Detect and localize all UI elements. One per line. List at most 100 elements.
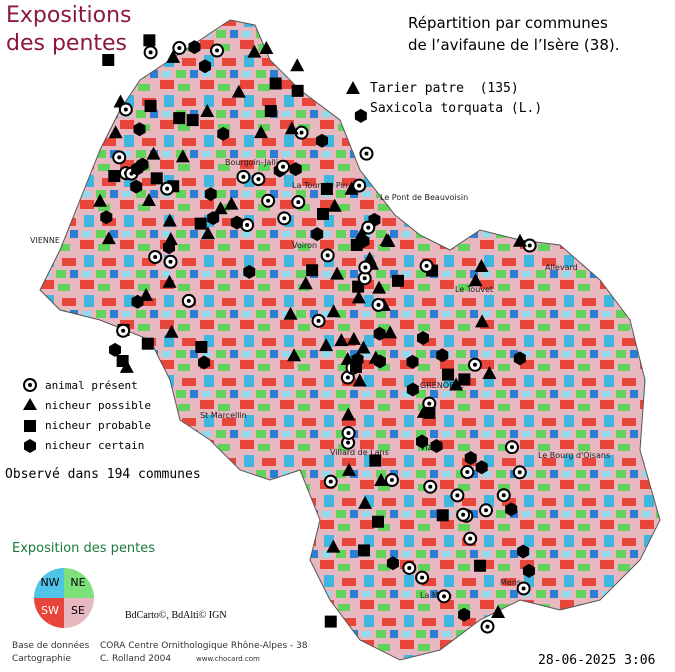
marker-present: [442, 594, 447, 599]
marker-possible: [93, 193, 108, 207]
marker-possible: [200, 226, 215, 240]
legend-label: nicheur probable: [45, 419, 151, 432]
town-label: St Marcellin: [200, 411, 247, 420]
rose-quadrant: [34, 598, 64, 628]
marker-probable: [108, 170, 121, 183]
marker-possible: [101, 231, 116, 245]
rose-quadrant: [64, 598, 94, 628]
marker-possible: [372, 280, 387, 294]
marker-probable: [269, 77, 282, 90]
marker-possible: [298, 276, 313, 290]
marker-certain: [464, 450, 477, 465]
marker-certain: [513, 351, 526, 366]
credit-value: CORA Centre Ornithologique Rhône-Alpes -…: [100, 640, 308, 651]
marker-possible: [326, 304, 341, 318]
marker-possible: [344, 181, 359, 195]
marker-possible: [200, 104, 215, 118]
marker-present: [325, 253, 330, 258]
marker-certain: [188, 40, 201, 55]
legend-label: nicheur certain: [45, 439, 144, 452]
marker-certain: [517, 544, 530, 559]
marker-present: [241, 174, 246, 179]
marker-possible: [284, 121, 299, 135]
town-label: VIENNE: [30, 236, 60, 245]
marker-certain: [204, 187, 217, 202]
marker-present: [328, 479, 333, 484]
marker-possible: [213, 201, 228, 215]
town-label: Le Pont de Beauvoisin: [380, 193, 468, 202]
map-source: BdCarto©, BdAlti© IGN: [125, 610, 227, 621]
marker-certain: [436, 348, 449, 363]
marker-probable: [116, 355, 129, 368]
marker-present: [485, 624, 490, 629]
title-line: des pentes: [6, 31, 127, 56]
marker-probable: [141, 337, 154, 350]
website: www.chocard.com: [196, 655, 260, 663]
marker-possible: [334, 333, 349, 347]
town-label: La Mure: [420, 591, 452, 600]
credit-value: C. Rolland 2004: [100, 654, 171, 664]
marker-present: [362, 276, 367, 281]
marker-possible: [512, 233, 527, 247]
marker-probable: [372, 515, 385, 528]
marker-present: [472, 362, 477, 367]
marker-certain: [416, 434, 429, 449]
marker-possible: [482, 366, 497, 380]
marker-present: [465, 470, 470, 475]
marker-possible: [319, 338, 334, 352]
marker-present: [281, 164, 286, 169]
marker-possible: [416, 404, 431, 418]
marker-certain: [130, 179, 143, 194]
marker-possible: [141, 192, 156, 206]
marker-possible: [341, 407, 356, 421]
legend-symbol: [28, 383, 32, 387]
marker-certain: [109, 342, 122, 357]
marker-present: [376, 302, 381, 307]
title-line: Expositions: [6, 3, 132, 28]
marker-present: [245, 223, 250, 228]
marker-present: [148, 50, 153, 55]
marker-certain: [475, 460, 488, 475]
marker-certain: [289, 162, 302, 177]
marker-possible: [287, 348, 302, 362]
marker-certain: [243, 264, 256, 279]
marker-present: [266, 198, 271, 203]
marker-present: [256, 177, 261, 182]
rose-quadrant: [64, 568, 94, 598]
marker-possible: [326, 539, 341, 553]
date: 28-06-2025 3:06: [538, 653, 655, 668]
marker-present: [364, 151, 369, 156]
marker-possible: [175, 149, 190, 163]
marker-present: [461, 512, 466, 517]
rose-label: SW: [41, 604, 59, 617]
marker-probable: [316, 208, 329, 221]
marker-present: [366, 225, 371, 230]
marker-present: [427, 401, 432, 406]
marker-possible: [146, 146, 161, 160]
marker-probable: [143, 34, 156, 47]
rose-label: SE: [71, 604, 85, 617]
marker-present: [123, 107, 128, 112]
marker-possible: [345, 81, 360, 95]
marker-certain: [230, 215, 243, 230]
marker-present: [282, 216, 287, 221]
marker-certain: [131, 294, 144, 309]
marker-possible: [108, 125, 123, 139]
legend-label: nicheur possible: [45, 399, 151, 412]
marker-certain: [133, 122, 146, 137]
marker-possible: [231, 84, 246, 98]
marker-present: [153, 254, 158, 259]
marker-certain: [373, 354, 386, 369]
marker-probable: [186, 114, 199, 127]
marker-certain: [162, 240, 175, 255]
marker-possible: [379, 233, 394, 247]
marker-present: [407, 565, 412, 570]
marker-present: [121, 328, 126, 333]
legend-symbol: [24, 439, 36, 453]
marker-possible: [327, 198, 342, 212]
marker-certain: [406, 382, 419, 397]
town-label: Allevard: [545, 263, 578, 272]
marker-possible: [449, 377, 464, 391]
town-label: GRENOBLE: [420, 381, 464, 390]
